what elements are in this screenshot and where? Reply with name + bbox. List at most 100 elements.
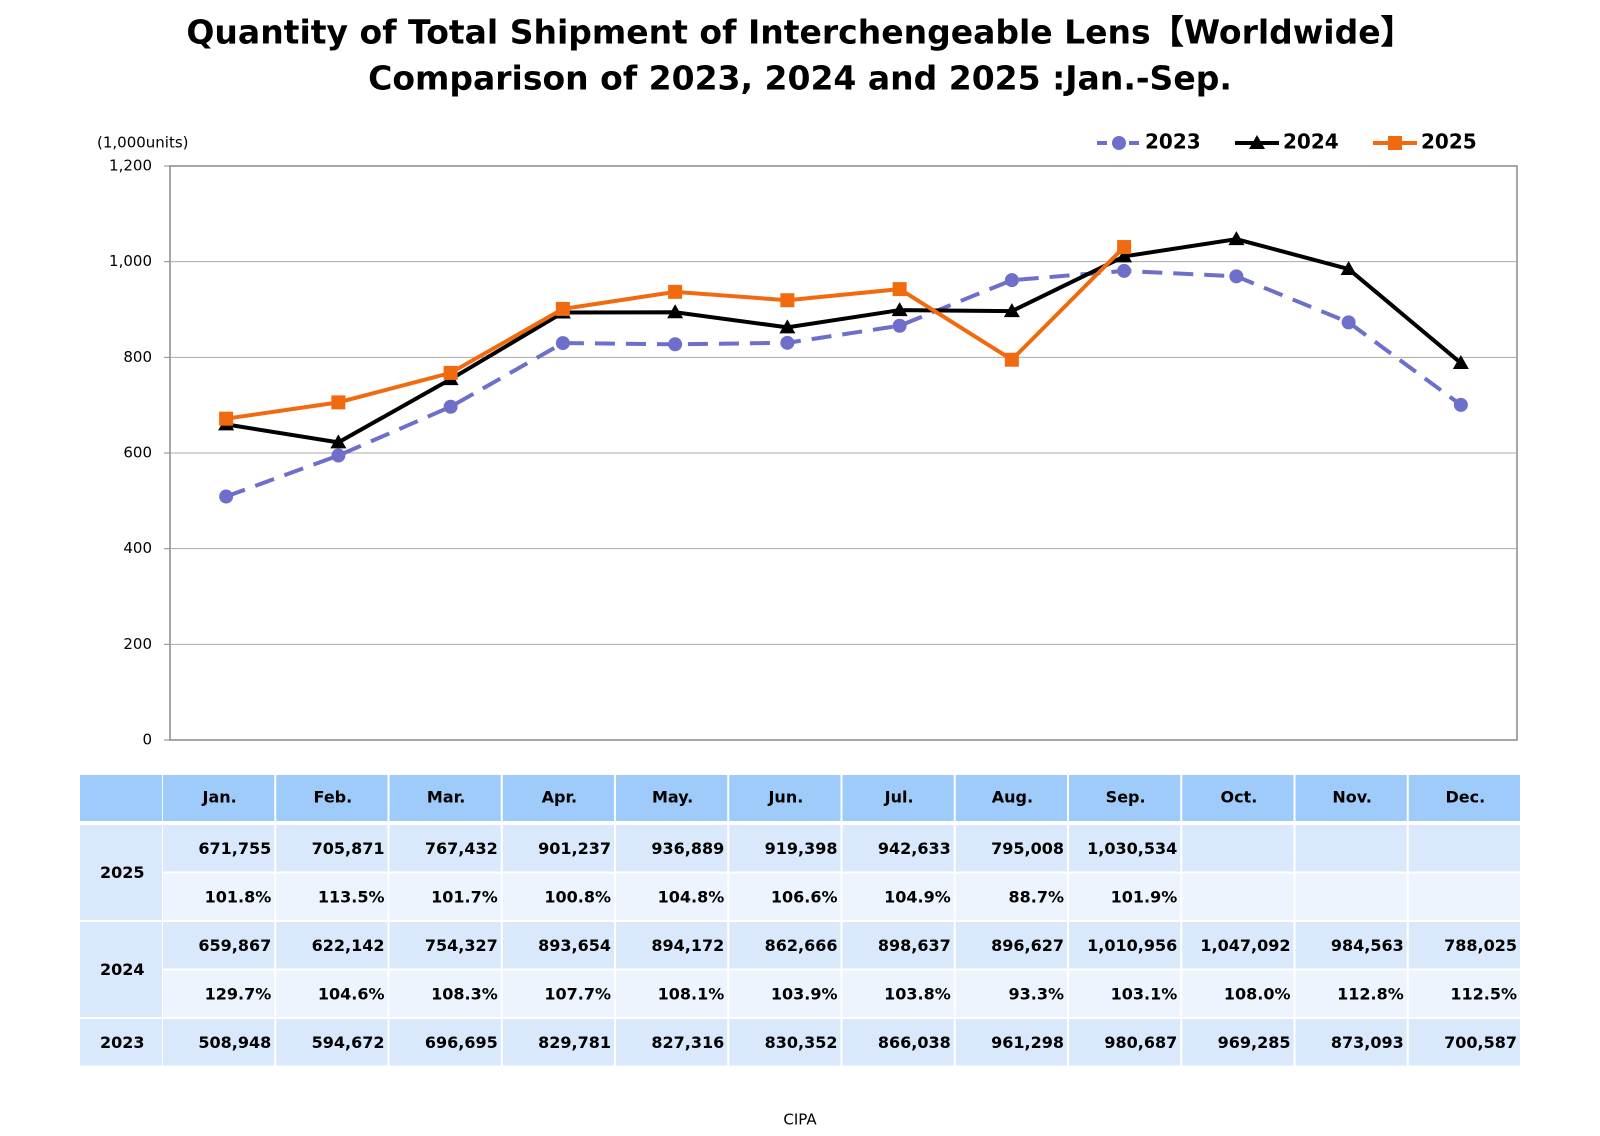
table-cell [616,1019,728,1066]
table-cell-text: 795,008 [991,839,1064,858]
table-cell [842,825,954,872]
marker [443,365,458,380]
table-cell [729,1019,841,1066]
table-cell [502,970,614,1017]
marker [330,434,347,449]
table-cell [616,970,728,1017]
table-cell [389,970,501,1017]
table-cell-text: 866,038 [878,1033,951,1052]
table-header-cell [842,775,954,821]
table-cell [502,825,614,872]
table-cell-text: 622,142 [312,936,385,955]
table-cell-text: 788,025 [1444,936,1517,955]
table-header-label: Apr. [542,788,578,807]
marker [892,282,907,297]
table-cell-text: 901,237 [538,839,611,858]
table-cell-text: 101.8% [205,887,272,906]
table-cell [1408,922,1520,969]
marker [443,399,458,414]
table-cell-text: 1,010,956 [1087,936,1177,955]
table-header-cell [1182,775,1294,821]
table-cell-text: 101.9% [1111,887,1178,906]
table-cell-text: 936,889 [651,839,724,858]
table-cell [955,873,1067,920]
marker [1228,231,1245,246]
marker [780,335,795,350]
marker [1003,303,1020,318]
marker [331,448,346,463]
table-cell [729,922,841,969]
table-cell-text: 969,285 [1218,1033,1291,1052]
table-cell-text: 103.9% [771,984,838,1003]
table-cell [1182,970,1294,1017]
table-header-label: Jul. [884,788,914,807]
table-row-label: 2024 [100,960,145,979]
y-tick-label: 0 [142,731,152,749]
table-header-cell [502,775,614,821]
table-cell-text: 107.7% [544,984,611,1003]
table-header-cell [276,775,388,821]
table-cell-text: 594,672 [312,1033,385,1052]
table-cell-text: 108.3% [431,984,498,1003]
table-cell-text: 862,666 [765,936,838,955]
table-header-label: Oct. [1220,788,1257,807]
table-cell [1182,1019,1294,1066]
table-cell [502,873,614,920]
table-cell-text: 705,871 [312,839,385,858]
table-cell-text: 659,867 [198,936,271,955]
table-cell [389,1019,501,1066]
y-tick-label: 1,200 [109,157,152,175]
table-cell [1408,1019,1520,1066]
table-row-label: 2025 [100,863,145,882]
legend-label: 2024 [1283,130,1339,154]
legend-label: 2023 [1145,130,1201,154]
marker [779,319,796,334]
table-header-label: May. [652,788,693,807]
table-cell-text: 827,316 [651,1033,724,1052]
table-cell-text: 104.9% [884,887,951,906]
table-cell [389,825,501,872]
marker [1117,263,1132,278]
table-cell [502,1019,614,1066]
table-header-cell [1408,775,1520,821]
table-cell-text: 113.5% [318,887,385,906]
table-row-header [80,922,162,1017]
table-cell [1408,873,1520,920]
source: CIPA [783,1111,817,1129]
table-cell [163,970,275,1017]
table-cell [955,922,1067,969]
table-header-cell [616,775,728,821]
table-cell-text: 919,398 [765,839,838,858]
legend-marker [1388,136,1402,150]
table-cell-text: 896,627 [991,936,1064,955]
marker [668,337,683,352]
table-cell [1295,873,1407,920]
table-cell-text: 984,563 [1331,936,1404,955]
table-cell [729,970,841,1017]
y-tick-label: 600 [123,444,152,462]
chart-title: Quantity of Total Shipment of Intercheng… [186,13,1413,52]
table-cell [1182,922,1294,969]
table-cell-text: 112.5% [1450,984,1517,1003]
marker [667,304,684,319]
table-cell [1069,825,1181,872]
table-cell [276,922,388,969]
table-cell [276,1019,388,1066]
legend-marker [1112,136,1126,150]
table-cell [1182,873,1294,920]
table-cell [842,1019,954,1066]
y-tick-label: 400 [123,539,152,557]
table-cell [955,970,1067,1017]
table-row-header [80,1019,162,1066]
table-cell [163,825,275,872]
table-cell-text: 129.7% [205,984,272,1003]
table-cell [955,1019,1067,1066]
table-cell [1295,825,1407,872]
table-row-label: 2023 [100,1033,145,1052]
marker [1453,397,1468,412]
table-header-cell [1295,775,1407,821]
table-header-cell [955,775,1067,821]
table-cell-text: 671,755 [198,839,271,858]
table-cell [1408,825,1520,872]
